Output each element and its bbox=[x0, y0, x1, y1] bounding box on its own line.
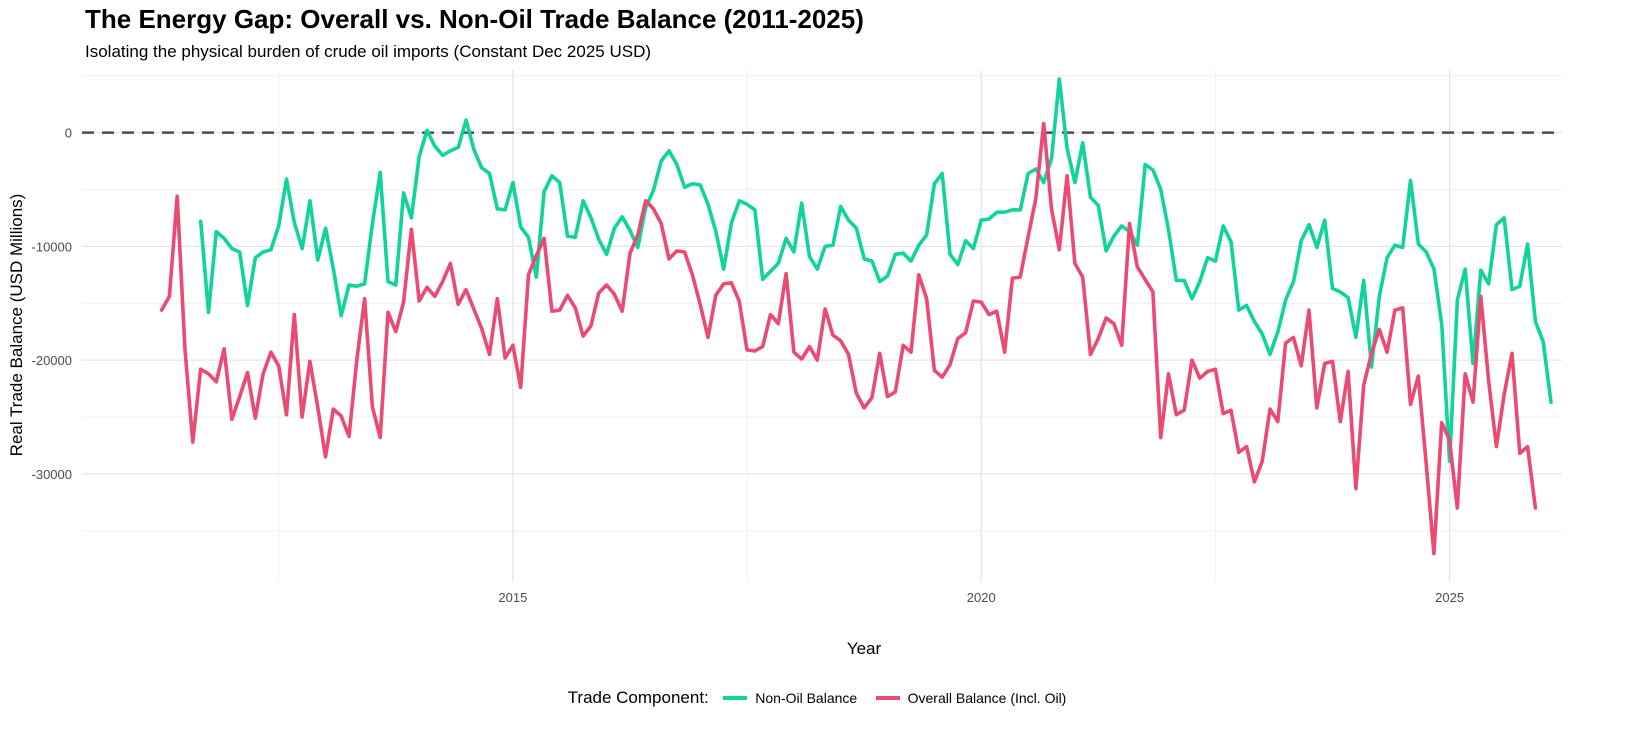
y-tick-label: -30000 bbox=[32, 467, 72, 482]
x-tick-label: 2015 bbox=[498, 590, 527, 605]
y-axis-label: Real Trade Balance (USD Millions) bbox=[7, 194, 26, 457]
chart-title: The Energy Gap: Overall vs. Non-Oil Trad… bbox=[85, 4, 864, 34]
series-lines bbox=[159, 77, 1553, 556]
chart-subtitle: Isolating the physical burden of crude o… bbox=[85, 42, 652, 61]
series-line-overall bbox=[159, 121, 1538, 556]
legend-item-non-oil: Non-Oil Balance bbox=[723, 689, 857, 707]
legend-item-overall: Overall Balance (Incl. Oil) bbox=[875, 689, 1067, 707]
line-chart: -30000 -20000 -10000 0 2015 2020 2025 Year Re… bbox=[7, 70, 1562, 658]
legend-title: Trade Component: bbox=[567, 688, 709, 707]
y-tick-label: -10000 bbox=[32, 239, 72, 254]
x-tick-label: 2020 bbox=[967, 590, 996, 605]
x-tick-label: 2025 bbox=[1435, 590, 1464, 605]
y-tick-label: -20000 bbox=[32, 353, 72, 368]
legend-swatch-overall bbox=[875, 695, 900, 700]
grid-lines bbox=[82, 70, 1562, 582]
legend-label-overall: Overall Balance (Incl. Oil) bbox=[907, 689, 1067, 706]
x-tick-labels: 2015 2020 2025 bbox=[498, 590, 1464, 605]
x-axis-label: Year bbox=[847, 639, 882, 658]
legend-swatch-non-oil bbox=[723, 695, 748, 700]
legend-label-non-oil: Non-Oil Balance bbox=[755, 689, 858, 706]
y-tick-label: 0 bbox=[65, 126, 72, 141]
legend: Trade Component: Non-Oil Balance Overall… bbox=[0, 688, 1648, 708]
series-line-non-oil bbox=[198, 77, 1553, 464]
y-tick-labels: -30000 -20000 -10000 0 bbox=[32, 126, 72, 482]
